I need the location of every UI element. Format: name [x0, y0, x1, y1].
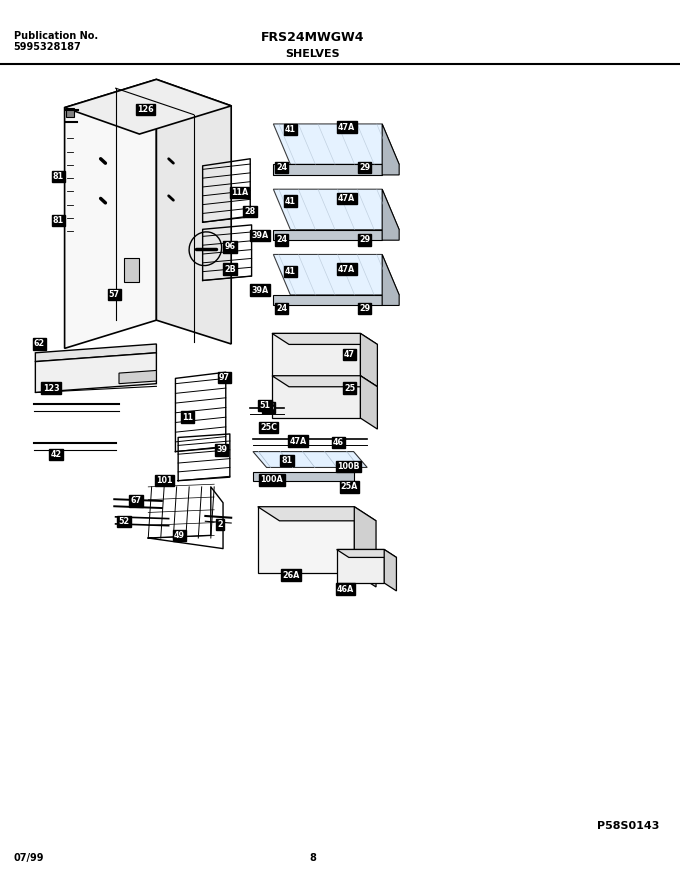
Text: 8: 8	[309, 853, 316, 863]
Text: 47A: 47A	[289, 437, 307, 445]
Text: 126: 126	[137, 105, 154, 114]
Polygon shape	[65, 79, 156, 348]
Text: 81: 81	[282, 456, 292, 465]
Text: 123: 123	[43, 384, 59, 392]
Polygon shape	[360, 376, 377, 429]
Text: 28: 28	[245, 207, 256, 216]
Polygon shape	[253, 452, 367, 467]
Polygon shape	[360, 333, 377, 386]
Polygon shape	[272, 376, 377, 386]
Polygon shape	[337, 549, 384, 583]
Text: 29: 29	[359, 235, 370, 244]
Text: 97: 97	[219, 373, 230, 382]
Polygon shape	[273, 164, 382, 175]
Text: 47A: 47A	[338, 194, 356, 203]
Text: 29: 29	[359, 304, 370, 313]
Polygon shape	[258, 506, 354, 573]
Text: 49: 49	[174, 531, 185, 540]
Text: 07/99: 07/99	[14, 853, 44, 863]
Text: 41: 41	[285, 197, 296, 206]
Polygon shape	[273, 229, 382, 240]
Polygon shape	[273, 189, 399, 229]
Text: SHELVES: SHELVES	[286, 49, 340, 59]
Text: 26A: 26A	[282, 571, 300, 579]
Text: 39A: 39A	[251, 286, 269, 295]
Bar	[66, 108, 74, 117]
Text: Publication No.: Publication No.	[14, 31, 98, 41]
Text: FRS24MWGW4: FRS24MWGW4	[261, 31, 364, 44]
Text: 39A: 39A	[251, 231, 269, 240]
Text: 29: 29	[359, 163, 370, 172]
Text: 39: 39	[216, 445, 227, 454]
Polygon shape	[382, 254, 399, 305]
Text: 24: 24	[276, 163, 287, 172]
Polygon shape	[119, 370, 156, 384]
Text: 41: 41	[285, 267, 296, 276]
Polygon shape	[258, 506, 376, 520]
Text: 67: 67	[131, 497, 141, 505]
Text: P58S0143: P58S0143	[597, 821, 660, 831]
Text: 47: 47	[344, 350, 355, 359]
Text: 96: 96	[224, 243, 235, 251]
Text: 41: 41	[285, 125, 296, 134]
Text: 5995328187: 5995328187	[14, 42, 82, 52]
Text: 57: 57	[109, 290, 120, 299]
Polygon shape	[65, 79, 231, 134]
Polygon shape	[384, 549, 396, 591]
Text: 47A: 47A	[338, 265, 356, 273]
Polygon shape	[156, 79, 231, 344]
Polygon shape	[382, 189, 399, 240]
Text: 24: 24	[276, 304, 287, 313]
Text: 81: 81	[53, 172, 64, 181]
Polygon shape	[272, 333, 377, 344]
Polygon shape	[273, 295, 382, 305]
Polygon shape	[35, 353, 156, 392]
Polygon shape	[273, 124, 399, 164]
Text: 52: 52	[118, 517, 129, 526]
Text: 51: 51	[260, 401, 271, 410]
Polygon shape	[253, 472, 354, 481]
Text: 46: 46	[333, 438, 344, 447]
Text: 26: 26	[263, 403, 274, 412]
Polygon shape	[35, 344, 156, 362]
Text: 47A: 47A	[338, 123, 356, 131]
Polygon shape	[273, 254, 399, 295]
Bar	[124, 258, 139, 282]
Polygon shape	[354, 506, 376, 587]
Text: 24: 24	[276, 235, 287, 244]
Text: 25: 25	[344, 384, 355, 392]
Text: 101: 101	[156, 476, 173, 485]
Text: 100B: 100B	[337, 462, 360, 471]
Text: 25A: 25A	[341, 482, 358, 491]
Text: 81: 81	[53, 216, 64, 225]
Polygon shape	[272, 376, 360, 418]
Polygon shape	[382, 124, 399, 175]
Text: 2B: 2B	[224, 265, 236, 273]
Text: 11A: 11A	[231, 188, 248, 197]
Text: 25C: 25C	[260, 423, 277, 432]
Text: 2: 2	[218, 520, 223, 529]
Text: 42: 42	[50, 450, 61, 459]
Polygon shape	[272, 333, 360, 376]
Text: 62: 62	[34, 340, 45, 348]
Polygon shape	[337, 549, 396, 557]
Text: 46A: 46A	[337, 585, 354, 594]
Text: 11: 11	[182, 413, 193, 422]
Text: 100A: 100A	[260, 475, 284, 484]
